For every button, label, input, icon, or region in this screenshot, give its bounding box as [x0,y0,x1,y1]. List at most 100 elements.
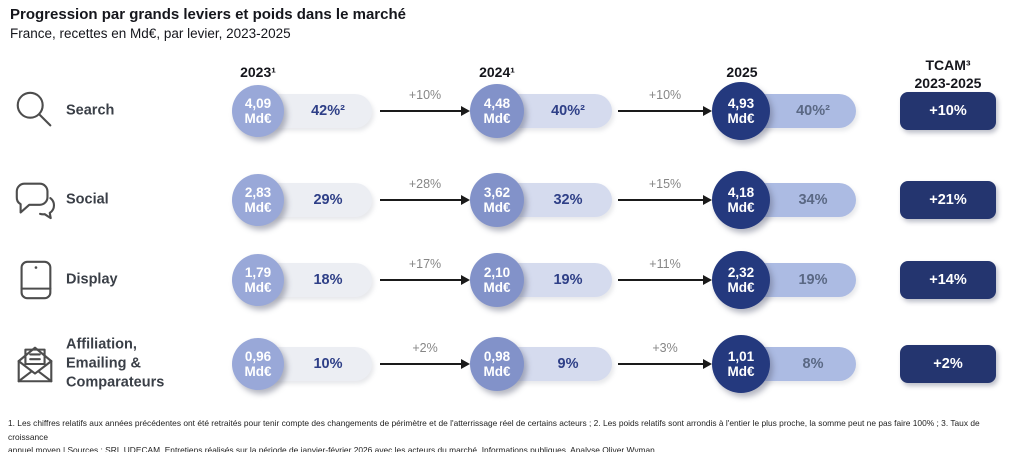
growth-arrow-2023-2024: +2% [380,334,470,394]
revenue-circle-2024: 0,98 Md€ [470,337,524,391]
footnote-line-2: annuel moyen | Sources : SRI, UDECAM, En… [8,445,655,452]
revenue-unit: Md€ [244,111,272,126]
revenue-value: 0,98 [483,349,511,364]
lever-label: Search [66,102,115,119]
revenue-unit: Md€ [244,364,272,379]
tablet-screen-icon [12,257,58,303]
arrow-head-icon [461,106,470,116]
arrow-head-icon [461,195,470,205]
arrow-line [380,363,462,365]
growth-label: +11% [649,257,681,271]
arrow-line [618,199,704,201]
share-value: 42%² [311,103,345,119]
lever-row-social: Social 29% 2,83 Md€ +28% 32% 3,62 Md€ +15%… [0,170,1024,230]
revenue-unit: Md€ [483,280,511,295]
revenue-circle-2025: 1,01 Md€ [712,335,770,393]
revenue-value: 4,18 [727,185,755,200]
column-header-tcam: TCAM³ 2023-2025 [887,56,1009,92]
footnote-line-1: 1. Les chiffres relatifs aux années préc… [8,418,980,442]
revenue-unit: Md€ [244,280,272,295]
revenue-value: 4,48 [483,96,511,111]
arrow-head-icon [703,275,712,285]
revenue-value: 2,83 [244,185,272,200]
arrow-line [380,110,462,112]
share-value: 32% [553,192,583,208]
growth-label: +10% [648,88,682,102]
arrow-line [618,110,704,112]
share-value: 40%² [551,103,585,119]
revenue-unit: Md€ [727,111,755,126]
revenue-circle-2025: 4,18 Md€ [712,171,770,229]
revenue-value: 4,93 [727,96,755,111]
growth-arrow-2023-2024: +10% [380,81,470,141]
lever-row-search: Search 42%² 4,09 Md€ +10% 40%² 4,48 Md€ +1… [0,81,1024,141]
lever-label: Social [66,191,109,208]
growth-arrow-2024-2025: +10% [618,81,712,141]
revenue-unit: Md€ [483,200,511,215]
page-subtitle: France, recettes en Md€, par levier, 202… [10,26,291,41]
revenue-value: 2,10 [483,265,511,280]
tcam-badge: +21% [900,181,996,219]
revenue-circle-2025: 2,32 Md€ [712,251,770,309]
revenue-circle-2023: 1,79 Md€ [232,254,284,306]
arrow-line [380,199,462,201]
growth-label: +3% [652,341,678,355]
growth-label: +17% [408,257,442,271]
growth-arrow-2024-2025: +15% [618,170,712,230]
growth-arrow-2023-2024: +17% [380,250,470,310]
share-value: 19% [553,272,583,288]
revenue-value: 1,79 [244,265,272,280]
share-value: 40%² [796,103,830,119]
share-value: 10% [313,356,343,372]
tcam-badge: +14% [900,261,996,299]
arrow-head-icon [461,275,470,285]
revenue-unit: Md€ [483,364,511,379]
growth-label: +2% [412,341,438,355]
lever-row-affiliation: Affiliation, Emailing & Comparateurs 10%… [0,334,1024,394]
share-value: 29% [313,192,343,208]
lever-row-display: Display 18% 1,79 Md€ +17% 19% 2,10 Md€ +11… [0,250,1024,310]
tcam-badge: +10% [900,92,996,130]
arrow-head-icon [703,359,712,369]
revenue-value: 2,32 [727,265,755,280]
share-value: 8% [802,356,824,372]
revenue-unit: Md€ [244,200,272,215]
column-header-2024: 2024¹ [479,64,515,80]
share-value: 9% [557,356,579,372]
growth-label: +10% [408,88,442,102]
share-value: 18% [313,272,343,288]
lever-label: Affiliation, Emailing & Comparateurs [66,336,165,391]
tcam-header-line1: TCAM³ [925,57,971,73]
revenue-value: 0,96 [244,349,272,364]
revenue-circle-2023: 4,09 Md€ [232,85,284,137]
open-envelope-icon [12,341,58,387]
arrow-head-icon [703,195,712,205]
arrow-head-icon [703,106,712,116]
arrow-line [618,363,704,365]
revenue-unit: Md€ [727,280,755,295]
footnotes: 1. Les chiffres relatifs aux années préc… [8,417,1018,452]
growth-arrow-2024-2025: +3% [618,334,712,394]
column-header-2025: 2025 [726,64,758,80]
growth-arrow-2024-2025: +11% [618,250,712,310]
page-title: Progression par grands leviers et poids … [10,6,406,23]
magnifier-icon [12,88,58,134]
revenue-value: 1,01 [727,349,755,364]
lever-label: Display [66,271,118,288]
revenue-value: 3,62 [483,185,511,200]
tcam-header-line2: 2023-2025 [914,75,982,91]
revenue-circle-2024: 4,48 Md€ [470,84,524,138]
revenue-value: 4,09 [244,96,272,111]
chat-bubbles-icon [12,177,58,223]
revenue-circle-2023: 2,83 Md€ [232,174,284,226]
revenue-circle-2023: 0,96 Md€ [232,338,284,390]
arrow-line [380,279,462,281]
growth-label: +15% [648,177,682,191]
revenue-circle-2024: 3,62 Md€ [470,173,524,227]
share-value: 34% [798,192,828,208]
arrow-line [618,279,704,281]
arrow-head-icon [461,359,470,369]
revenue-circle-2024: 2,10 Md€ [470,253,524,307]
revenue-unit: Md€ [727,364,755,379]
tcam-badge: +2% [900,345,996,383]
